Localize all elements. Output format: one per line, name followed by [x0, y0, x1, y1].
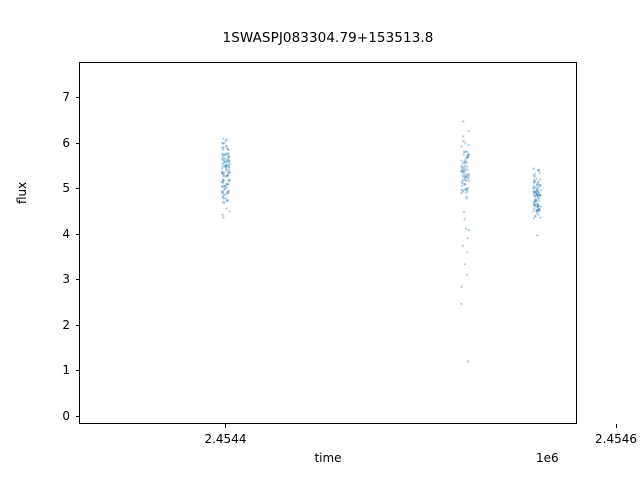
y-tick-mark	[75, 97, 79, 99]
x-axis-label: time	[314, 451, 342, 465]
y-tick-label: 0	[62, 408, 70, 423]
x-axis-offset-label: 1e6	[536, 451, 559, 465]
page-title: 1SWASPJ083304.79+153513.8	[222, 30, 434, 46]
y-tick-mark	[75, 142, 79, 144]
y-tick-mark	[75, 324, 79, 326]
x-tick-label: 2.4544	[204, 432, 247, 446]
y-tick-mark	[75, 188, 79, 190]
y-tick-label: 2	[62, 317, 70, 332]
y-tick-label: 1	[62, 363, 70, 378]
x-tick-mark	[225, 424, 227, 428]
y-tick-mark	[75, 279, 79, 281]
y-axis-label: flux	[15, 181, 29, 204]
plot-area	[79, 62, 577, 424]
scatter-data-layer	[80, 63, 576, 423]
x-tick-label: 2.4546	[595, 432, 638, 446]
y-tick-label: 3	[62, 272, 70, 287]
y-tick-mark	[75, 370, 79, 372]
y-tick-label: 5	[62, 181, 70, 196]
y-tick-label: 7	[62, 90, 70, 105]
y-tick-label: 6	[62, 135, 70, 150]
x-tick-mark	[616, 424, 618, 428]
y-tick-mark	[75, 233, 79, 235]
y-tick-label: 4	[62, 226, 70, 241]
y-tick-mark	[75, 415, 79, 417]
